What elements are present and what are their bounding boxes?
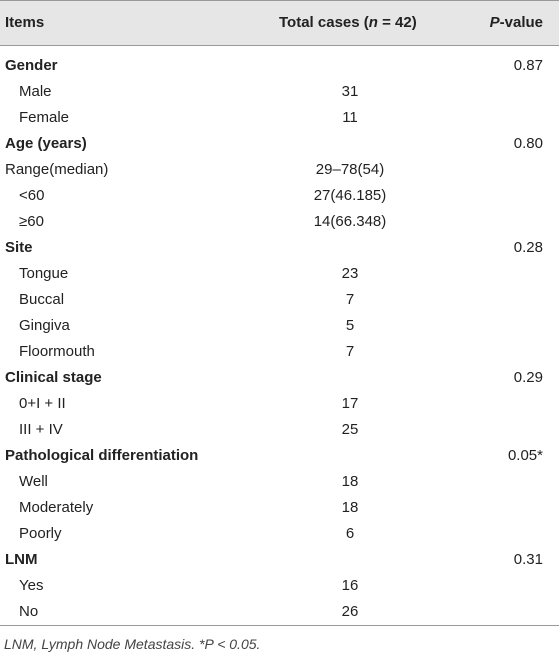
table-row: ≥60 14(66.348) bbox=[0, 209, 559, 235]
row-label: Range(median) bbox=[5, 161, 109, 178]
row-label: Moderately bbox=[19, 499, 94, 516]
table-row: Male 31 bbox=[0, 79, 559, 105]
row-p-value: 0.28 bbox=[513, 239, 543, 256]
row-p-value: 0.29 bbox=[513, 369, 543, 386]
row-p-value: 0.05* bbox=[507, 447, 543, 464]
header-total-cases-n: n bbox=[368, 14, 378, 31]
table-row: Moderately 18 bbox=[0, 495, 559, 521]
row-label: Female bbox=[19, 109, 70, 126]
row-value: 31 bbox=[341, 83, 359, 100]
table-row-group: Age (years) 0.80 bbox=[0, 131, 559, 157]
row-value: 7 bbox=[345, 343, 355, 360]
header-p-letter: P bbox=[489, 14, 500, 31]
row-value: 26 bbox=[341, 603, 359, 620]
row-label: Floormouth bbox=[19, 343, 95, 360]
row-label: Male bbox=[19, 83, 52, 100]
row-value: 27(46.185) bbox=[313, 187, 387, 204]
table-row: Female 11 bbox=[0, 105, 559, 131]
table-bottom-rule bbox=[0, 625, 559, 626]
row-value: 23 bbox=[341, 265, 359, 282]
table-row-group: LNM 0.31 bbox=[0, 547, 559, 573]
row-value: 7 bbox=[345, 291, 355, 308]
row-label: Yes bbox=[19, 577, 44, 594]
header-p-suffix: -value bbox=[499, 14, 543, 31]
row-label: III + IV bbox=[19, 421, 63, 438]
row-label: ≥60 bbox=[19, 213, 44, 230]
row-label: No bbox=[19, 603, 39, 620]
row-label: Age (years) bbox=[5, 135, 87, 152]
header-total-cases: Total cases (n = 42) bbox=[279, 8, 417, 38]
table-row: Floormouth 7 bbox=[0, 339, 559, 365]
row-value: 11 bbox=[342, 109, 358, 126]
row-label: Site bbox=[5, 239, 33, 256]
table-row: Well 18 bbox=[0, 469, 559, 495]
table-row-group: Site 0.28 bbox=[0, 235, 559, 261]
row-value: 17 bbox=[341, 395, 359, 412]
row-label: Gingiva bbox=[19, 317, 70, 334]
row-label: Poorly bbox=[19, 525, 62, 542]
row-value: 29–78(54) bbox=[315, 161, 385, 178]
table-row: No 26 bbox=[0, 599, 559, 625]
row-value: 5 bbox=[345, 317, 355, 334]
table-row: III + IV 25 bbox=[0, 417, 559, 443]
table-row: Poorly 6 bbox=[0, 521, 559, 547]
row-label: Gender bbox=[5, 57, 58, 74]
row-p-value: 0.31 bbox=[513, 551, 543, 568]
header-total-cases-prefix: Total cases ( bbox=[279, 14, 369, 31]
header-p-value: P-value bbox=[490, 8, 543, 38]
header-total-cases-suffix: = 42) bbox=[377, 14, 417, 31]
row-label: Tongue bbox=[19, 265, 69, 282]
table-row: Yes 16 bbox=[0, 573, 559, 599]
table-header: Items Total cases (n = 42) P-value bbox=[0, 0, 559, 46]
table-row-group: Pathological differentiation 0.05* bbox=[0, 443, 559, 469]
row-label: 0+I + II bbox=[19, 395, 66, 412]
row-label: Well bbox=[19, 473, 48, 490]
table-row: 0+I + II 17 bbox=[0, 391, 559, 417]
row-value: 16 bbox=[341, 577, 359, 594]
table-row: Range(median) 29–78(54) bbox=[0, 157, 559, 183]
row-value: 14(66.348) bbox=[313, 213, 387, 230]
row-label: Clinical stage bbox=[5, 369, 102, 386]
table-row-group: Clinical stage 0.29 bbox=[0, 365, 559, 391]
table-row: Tongue 23 bbox=[0, 261, 559, 287]
row-label: <60 bbox=[19, 187, 45, 204]
row-value: 6 bbox=[345, 525, 355, 542]
row-label: Buccal bbox=[19, 291, 65, 308]
row-p-value: 0.87 bbox=[513, 57, 543, 74]
row-value: 25 bbox=[341, 421, 359, 438]
row-label: LNM bbox=[5, 551, 38, 568]
row-value: 18 bbox=[341, 499, 359, 516]
row-value: 18 bbox=[341, 473, 359, 490]
header-items: Items bbox=[5, 14, 45, 31]
table-row-group: Gender 0.87 bbox=[0, 53, 559, 79]
table-row: Buccal 7 bbox=[0, 287, 559, 313]
row-p-value: 0.80 bbox=[513, 135, 543, 152]
row-label: Pathological differentiation bbox=[5, 447, 199, 464]
table-row: <60 27(46.185) bbox=[0, 183, 559, 209]
table-footnote: LNM, Lymph Node Metastasis. *P < 0.05. bbox=[4, 636, 261, 652]
table-row: Gingiva 5 bbox=[0, 313, 559, 339]
